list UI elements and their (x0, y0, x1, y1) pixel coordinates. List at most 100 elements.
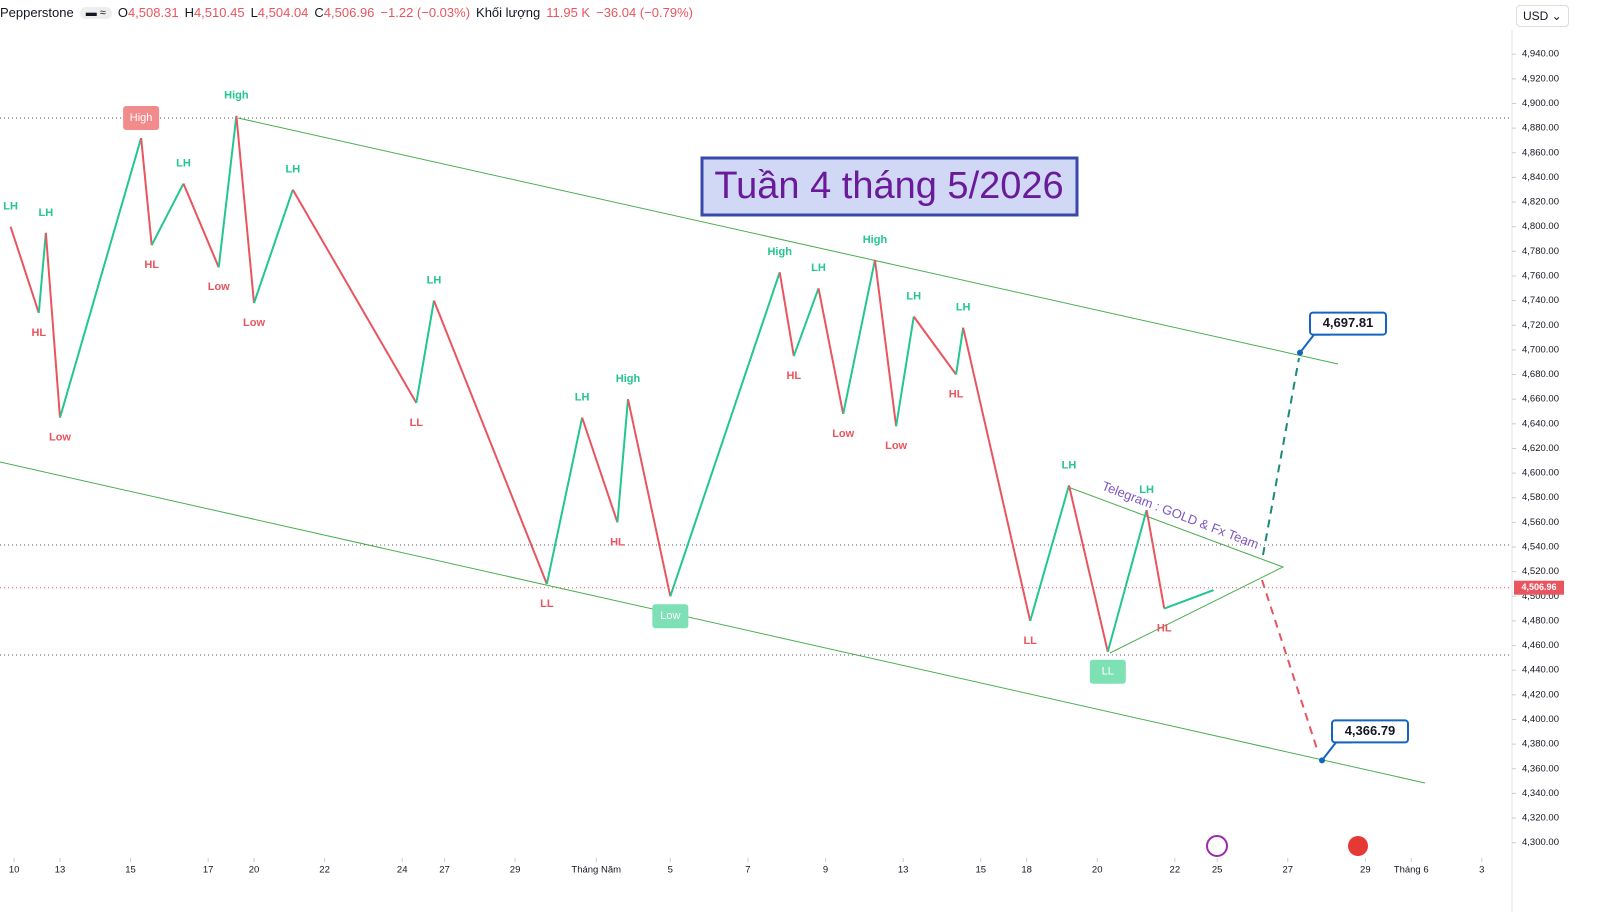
event-icon[interactable] (1348, 836, 1368, 856)
currency[interactable]: USD ⌄ (1516, 5, 1569, 27)
point-label: High (130, 112, 153, 124)
zigzag-segment (873, 259, 898, 427)
triangle (1067, 486, 1285, 654)
point-label: HL (31, 327, 46, 339)
event-icon[interactable] (1206, 835, 1228, 857)
target-label: 4,366.79 (1345, 723, 1396, 738)
y-tick-label: 4,340.00 (1522, 788, 1559, 799)
point-label: LH (285, 164, 300, 176)
header: Pepperstone ▬ ≈ O4,508.31 H4,510.45 L4,5… (0, 5, 693, 20)
y-tick-label: 4,620.00 (1522, 443, 1559, 454)
y-tick-label: 4,680.00 (1522, 369, 1559, 380)
y-tick-label: 4,320.00 (1522, 813, 1559, 824)
channel-bottom (0, 461, 1426, 784)
zigzag-segment (253, 189, 294, 304)
y-tick-label: 4,740.00 (1522, 295, 1559, 306)
zigzag-segment (817, 288, 845, 415)
point-label: LL (1102, 666, 1114, 678)
x-tick-label: 20 (1092, 865, 1103, 876)
y-tick-label: 4,660.00 (1522, 394, 1559, 405)
y-tick-label: 4,440.00 (1522, 665, 1559, 676)
zigzag-segment (669, 271, 781, 597)
x-tick-label: 20 (249, 865, 260, 876)
zigzag-segment (545, 417, 584, 585)
x-tick-label: Tháng 6 (1394, 865, 1429, 876)
chart-title: Tuần 4 tháng 5/2026 (714, 165, 1063, 207)
point-label: Low (885, 440, 907, 452)
x-tick-label: 29 (1360, 865, 1371, 876)
x-tick-label: 5 (668, 865, 673, 876)
point-label: HL (610, 536, 625, 548)
currency-label: USD (1523, 9, 1549, 23)
zigzag-segment (44, 232, 61, 418)
zigzag-segment (1029, 485, 1070, 622)
y-tick-label: 4,480.00 (1522, 615, 1559, 626)
zigzag-segment (581, 417, 619, 523)
point-label: LH (811, 262, 826, 274)
current-price-tag (1514, 580, 1564, 595)
y-tick-label: 4,900.00 (1522, 98, 1559, 109)
x-tick-label: 27 (1282, 865, 1293, 876)
point-label: Low (832, 428, 854, 440)
point-label: Low (208, 281, 230, 293)
zigzag-segment (37, 232, 47, 314)
zigzag-segment (1106, 509, 1148, 652)
point-label: LH (427, 275, 442, 287)
y-tick-label: 4,520.00 (1522, 566, 1559, 577)
point-label: High (224, 90, 249, 102)
y-tick-label: 4,780.00 (1522, 246, 1559, 257)
title-box (700, 156, 1079, 217)
zigzag-segment (842, 259, 876, 415)
current-price-label: 4,506.96 (1521, 582, 1556, 592)
x-tick-label: 15 (976, 865, 987, 876)
point-label: LL (410, 417, 424, 429)
point-label: High (616, 373, 641, 385)
x-tick-label: 17 (203, 865, 214, 876)
zigzag-segment (415, 300, 435, 404)
point-label: High (767, 246, 792, 258)
x-tick-label: 10 (9, 865, 20, 876)
point-label: LL (1023, 635, 1037, 647)
y-tick-label: 4,720.00 (1522, 320, 1559, 331)
x-tick-label: 22 (1170, 865, 1181, 876)
y-tick-label: 4,360.00 (1522, 763, 1559, 774)
label-box (123, 105, 160, 130)
target-label: 4,697.81 (1323, 315, 1374, 330)
y-tick-label: 4,420.00 (1522, 689, 1559, 700)
x-tick-label: 13 (898, 865, 909, 876)
zigzag-segment (627, 398, 672, 597)
x-tick-label: 13 (55, 865, 66, 876)
zigzag-segment (616, 399, 629, 523)
point-label: HL (949, 388, 964, 400)
point-label: HL (1157, 623, 1172, 635)
y-tick-label: 4,860.00 (1522, 147, 1559, 158)
key: O (117, 5, 128, 20)
point-label: LH (3, 201, 18, 213)
y-tick-label: 4,640.00 (1522, 418, 1559, 429)
volume-key: Khối lượng (476, 5, 541, 20)
x-tick-label: 24 (397, 865, 408, 876)
y-tick-label: 4,500.00 (1522, 591, 1559, 602)
low: 4,504.04 (257, 5, 309, 20)
point-label: High (863, 234, 888, 246)
arrow-up (1262, 357, 1300, 556)
key: H (184, 5, 194, 20)
key: C (314, 5, 324, 20)
zigzag-segment (59, 137, 143, 418)
x-tick-label: 25 (1212, 865, 1223, 876)
point-label: Low (660, 610, 680, 622)
y-tick-label: 4,760.00 (1522, 270, 1559, 281)
zigzag-segment (235, 115, 256, 304)
key: L (250, 5, 258, 20)
point-label: LH (906, 291, 921, 303)
point-label: HL (786, 370, 801, 382)
channel-top (237, 117, 1339, 365)
y-tick-label: 4,580.00 (1522, 492, 1559, 503)
zigzag-segment (778, 272, 795, 357)
zigzag-segment (912, 316, 957, 376)
zigzag-segment (895, 316, 915, 427)
point-label: HL (144, 259, 159, 271)
x-tick-label: Tháng Năm (571, 865, 621, 876)
target-box (1309, 311, 1387, 336)
